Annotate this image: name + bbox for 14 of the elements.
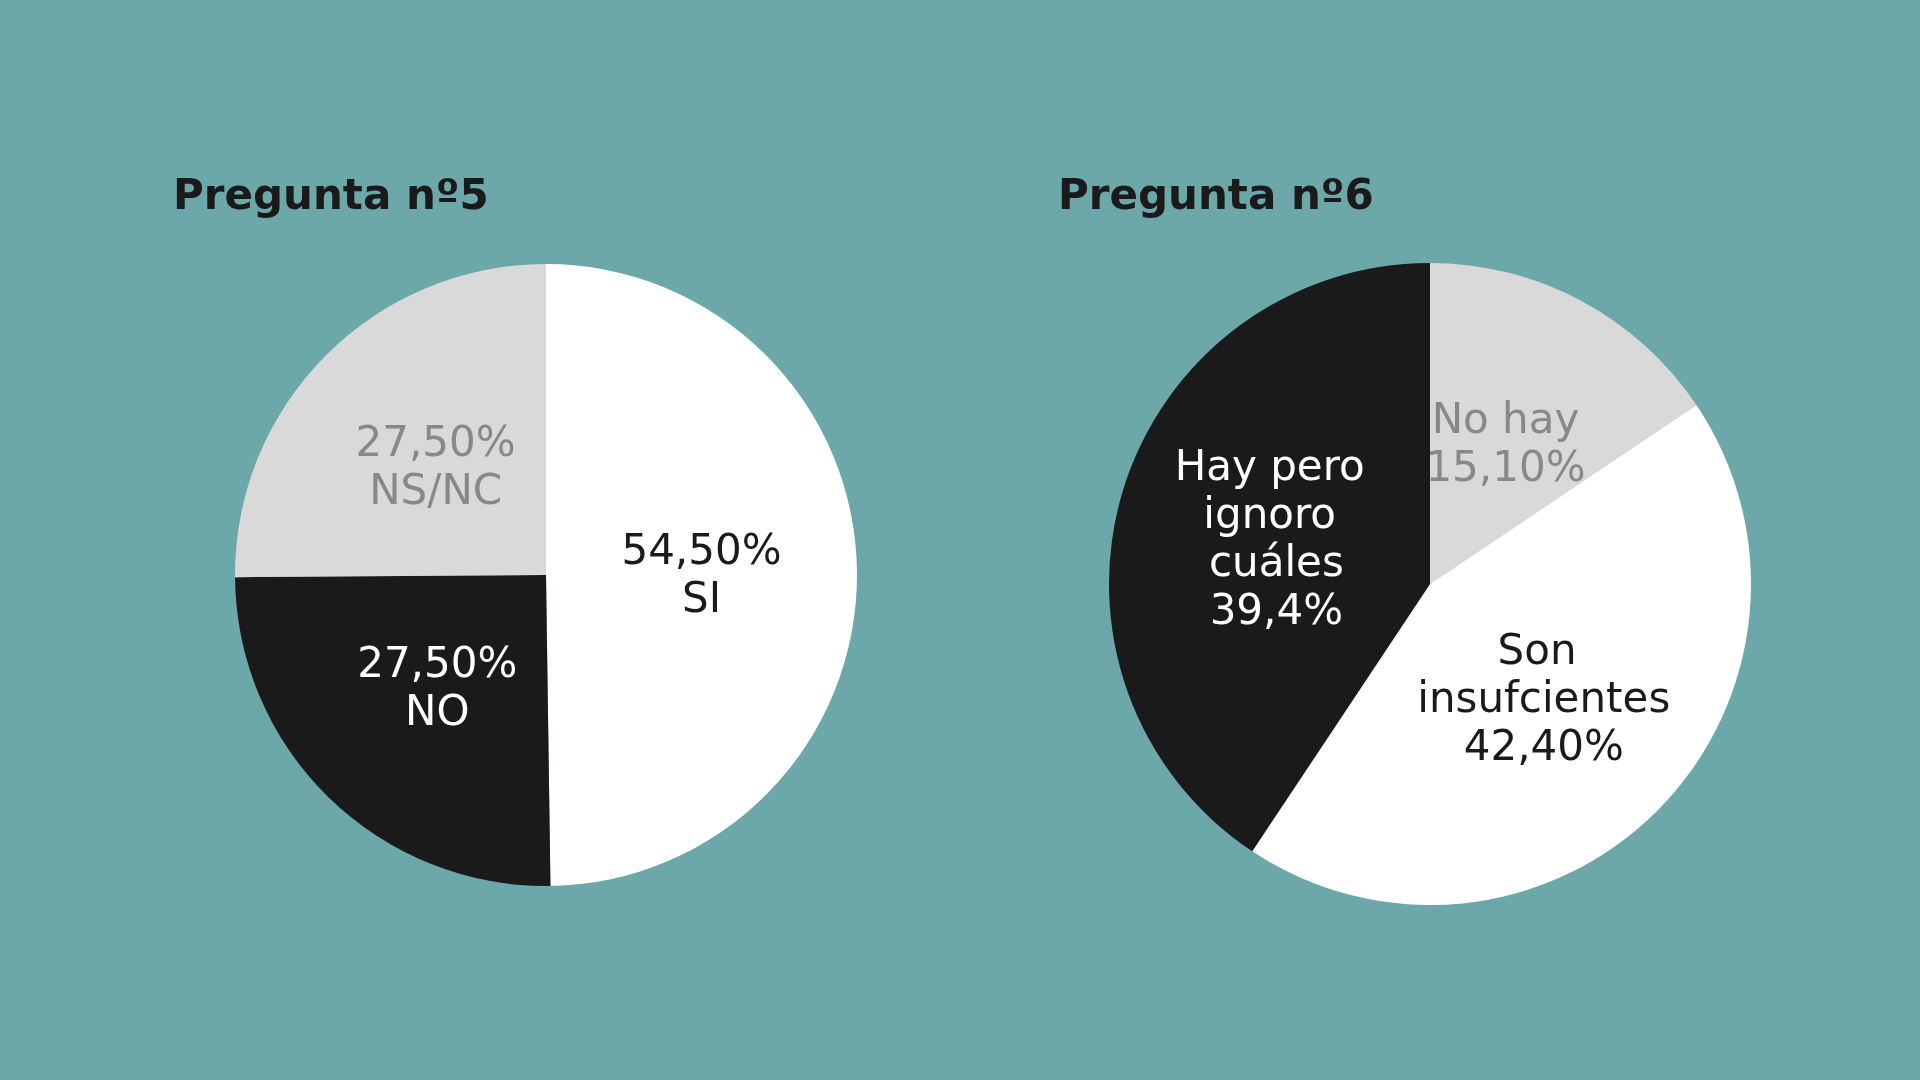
data-label: 27,50% <box>355 416 516 466</box>
slice-label: No hay <box>1431 393 1580 443</box>
slice-label: Hay pero ignoro cuáles <box>1174 441 1379 587</box>
data-label: 39,4% <box>1209 585 1344 635</box>
chart-title: Pregunta nº5 <box>173 169 489 219</box>
slice-label: SI <box>681 573 722 623</box>
data-label: 27,50% <box>357 637 518 687</box>
slice-label: Son insufcientes <box>1417 624 1671 722</box>
data-label: 54,50% <box>621 525 782 575</box>
data-label: 42,40% <box>1463 720 1624 770</box>
chart-title: Pregunta nº6 <box>1058 169 1374 219</box>
data-label: 15,10% <box>1425 441 1586 491</box>
slice-label: NS/NC <box>369 464 503 514</box>
slice-label: NO <box>404 685 470 735</box>
